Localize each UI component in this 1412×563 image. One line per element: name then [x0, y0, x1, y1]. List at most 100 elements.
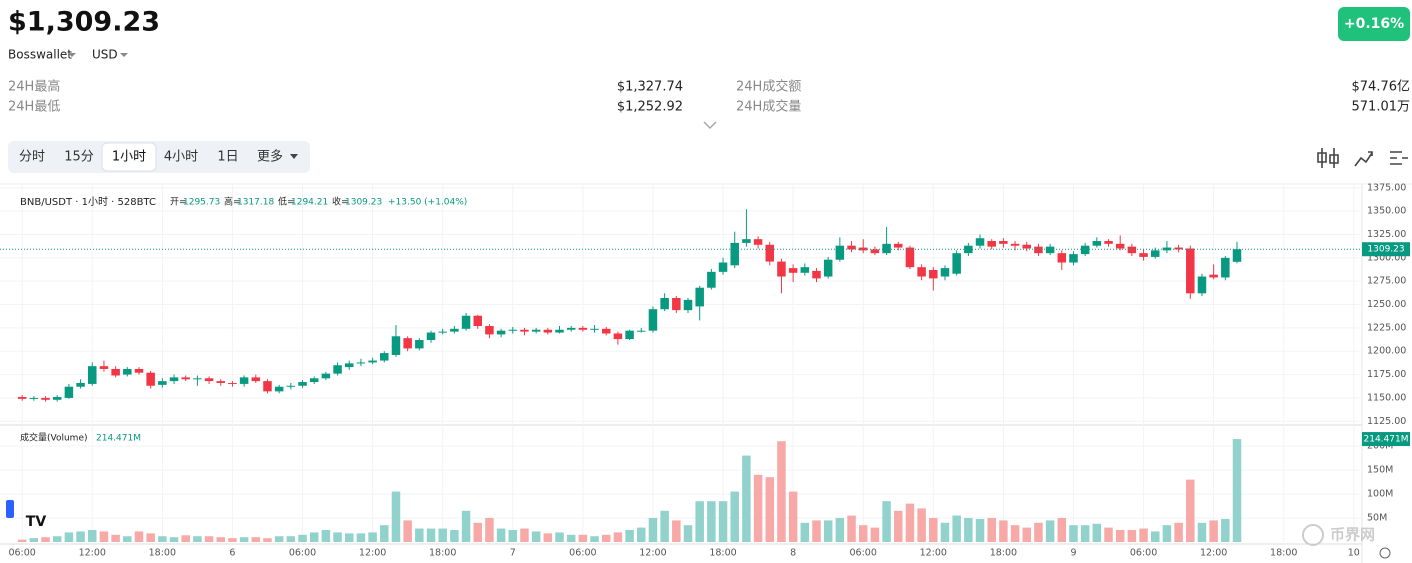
volume-bar: [41, 537, 50, 542]
volume-bar: [17, 539, 27, 542]
volume-bar: [765, 477, 775, 542]
volume-bar: [1115, 530, 1125, 542]
candle-body: [111, 368, 120, 376]
candle-body: [17, 396, 27, 399]
settings-button[interactable]: [1379, 547, 1391, 559]
candle-body: [835, 245, 845, 260]
candle-body: [333, 365, 342, 374]
candle-body: [1022, 244, 1032, 249]
x-tick-label: 12:00: [79, 548, 106, 559]
currency-select[interactable]: USD: [92, 48, 118, 62]
volume-bar: [695, 501, 704, 542]
volume-bar: [1045, 520, 1055, 542]
tab[interactable]: 4小时: [164, 150, 198, 165]
candle-body: [461, 315, 471, 329]
watermark-icon: [1302, 524, 1324, 546]
watermark: 币界网: [1330, 526, 1375, 544]
candle-body: [917, 267, 926, 277]
change-value: +13.50 (+1.04%): [388, 198, 467, 208]
candle-body: [228, 382, 237, 384]
side-tab[interactable]: [6, 500, 14, 518]
volume-bar: [64, 532, 74, 542]
x-tick-label: 18:00: [429, 548, 456, 559]
volume-bar: [356, 533, 366, 542]
candle-body: [975, 238, 985, 246]
ohlc-value: 1294.21: [291, 198, 328, 208]
x-tick-label: 7: [510, 548, 516, 559]
candle-icon[interactable]: [1317, 148, 1339, 168]
volume-bar: [391, 491, 401, 542]
x-tick-label: 06:00: [289, 548, 316, 559]
candle-body: [543, 329, 553, 333]
candle-body: [52, 396, 62, 400]
wallet-select[interactable]: Bosswallet: [8, 48, 72, 62]
candle-body: [952, 253, 961, 274]
volume-bar: [309, 532, 319, 542]
candle-body: [1115, 243, 1125, 249]
volume-bar: [1104, 527, 1113, 542]
last-volume-label: 214.471M: [1364, 435, 1409, 445]
volume-bar: [450, 530, 459, 542]
candle-body: [648, 309, 658, 331]
y-tick-label: 1375.00: [1367, 182, 1406, 193]
candle-body: [438, 331, 447, 333]
volume-bar: [251, 537, 261, 542]
candle-body: [800, 267, 810, 273]
candle-body: [88, 366, 97, 384]
ohlc-value: 1295.73: [183, 198, 220, 208]
candle-body: [263, 381, 272, 392]
tab[interactable]: 1日: [217, 150, 238, 165]
volume-bar: [473, 522, 482, 542]
volume-bar: [134, 531, 144, 542]
volume-bar: [823, 520, 833, 542]
tab[interactable]: 分时: [19, 150, 45, 165]
y-tick-label: 1150.00: [1367, 392, 1406, 403]
candle-body: [637, 330, 646, 332]
candle-body: [929, 269, 938, 279]
tab[interactable]: 更多: [257, 149, 283, 165]
x-tick-label: 8: [790, 548, 796, 559]
candle-body: [590, 328, 599, 330]
volume-bar: [800, 522, 810, 542]
candle-body: [578, 327, 588, 330]
last-price-tag: [1362, 242, 1410, 257]
candle-body: [765, 244, 775, 262]
candle-body: [380, 353, 389, 361]
settings-icon[interactable]: [1390, 151, 1408, 165]
volume-bar: [1010, 525, 1020, 542]
candle-body: [508, 329, 518, 331]
ohlc-value: 1317.18: [237, 198, 274, 208]
candle-body: [601, 328, 611, 334]
volume-bar: [625, 530, 634, 542]
volume-bar: [905, 503, 915, 542]
expand-chevron[interactable]: [703, 121, 717, 130]
candle-body: [1139, 253, 1148, 257]
caret: [68, 53, 76, 57]
candle-body: [847, 245, 856, 250]
volume-bar: [496, 528, 506, 542]
candle-body: [520, 329, 529, 332]
volume-bar: [1232, 439, 1242, 542]
volume-bar: [344, 533, 354, 542]
volume-bar: [566, 534, 576, 542]
candle-body: [146, 372, 155, 386]
volume-bar: [894, 510, 903, 542]
x-tick-label: 18:00: [149, 548, 176, 559]
indicator-icon[interactable]: [1354, 151, 1373, 167]
y2-tick-label: 150M: [1367, 465, 1393, 476]
caret: [120, 53, 128, 57]
volume-bar: [76, 531, 85, 542]
tab[interactable]: 15分: [64, 150, 94, 165]
candle-body: [1221, 257, 1230, 278]
candle-body: [777, 261, 786, 277]
volume-bar: [543, 533, 553, 542]
candle-body: [905, 247, 915, 268]
ohlc-value: 1309.23: [345, 198, 382, 208]
candle-body: [496, 330, 506, 335]
tab[interactable]: 1小时: [112, 150, 146, 165]
volume-bar: [146, 533, 155, 542]
y-tick-label: 1125.00: [1367, 416, 1406, 427]
candle-body: [426, 332, 436, 341]
candle-body: [718, 262, 728, 272]
